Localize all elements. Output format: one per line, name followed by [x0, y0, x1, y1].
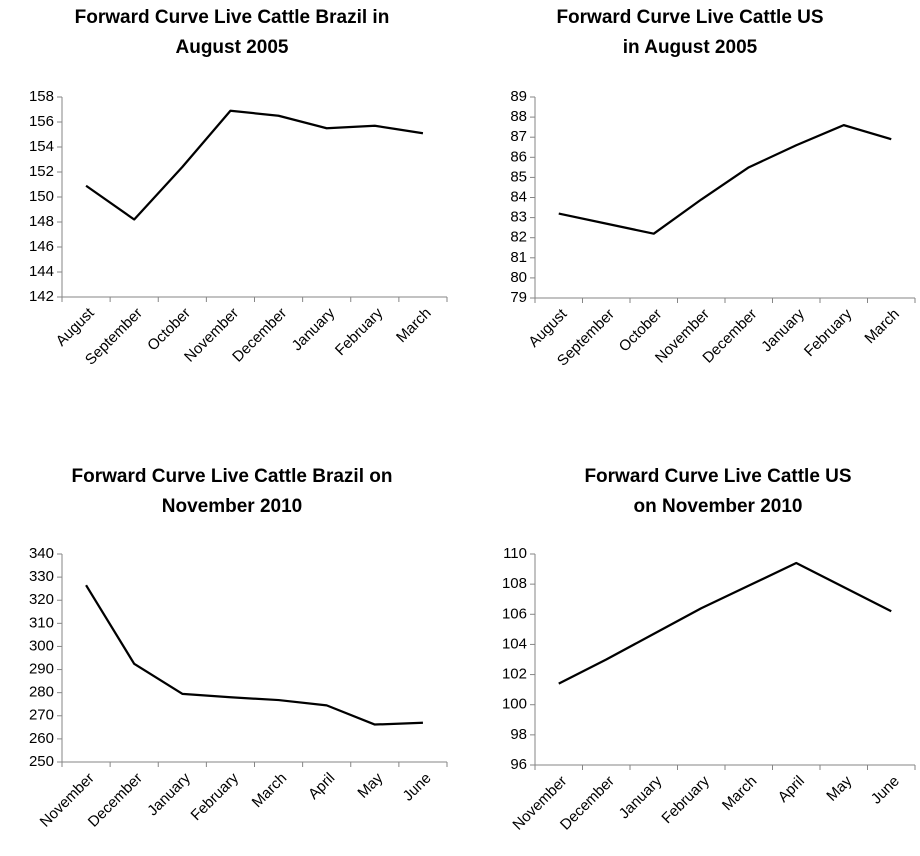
y-tick-label: 85	[510, 168, 527, 185]
y-tick-label: 158	[29, 88, 54, 105]
y-tick-label: 83	[510, 209, 527, 226]
y-tick-label: 96	[510, 756, 527, 773]
chart-title: Forward Curve Live Cattle US	[584, 466, 851, 487]
y-tick-label: 104	[502, 635, 527, 652]
x-tick-label: March	[861, 306, 902, 347]
chart-title: Forward Curve Live Cattle Brazil on	[72, 466, 393, 487]
y-tick-label: 80	[510, 269, 527, 286]
x-tick-label: February	[801, 305, 856, 360]
y-tick-label: 270	[29, 707, 54, 724]
chart: Forward Curve Live Cattle Brazil in Augus…	[29, 7, 448, 369]
y-tick-label: 290	[29, 661, 54, 678]
y-tick-label: 152	[29, 163, 54, 180]
x-tick-label: March	[249, 770, 290, 811]
chart-title: Forward Curve Live Cattle US	[556, 7, 823, 28]
y-tick-label: 88	[510, 108, 527, 125]
chart: Forward Curve Live Cattle US in August 20…	[510, 7, 916, 370]
x-tick-label: May	[823, 772, 855, 804]
x-tick-label: May	[354, 769, 386, 801]
x-tick-label: March	[393, 305, 434, 346]
chart: Forward Curve Live Cattle US on November …	[502, 466, 916, 834]
x-tick-label: February	[658, 772, 713, 827]
y-tick-label: 102	[502, 666, 527, 683]
line-series	[85, 584, 423, 726]
x-tick-label: February	[332, 304, 387, 359]
y-tick-label: 280	[29, 684, 54, 701]
line-series	[85, 109, 424, 221]
y-tick-label: 310	[29, 614, 54, 631]
y-tick-label: 142	[29, 288, 54, 305]
y-tick-label: 146	[29, 238, 54, 255]
chart-title: on November 2010	[634, 496, 803, 517]
y-tick-label: 154	[29, 138, 54, 155]
y-tick-label: 100	[502, 696, 527, 713]
chart-title: Forward Curve Live Cattle Brazil in	[75, 7, 390, 28]
chart-title: in August 2005	[623, 37, 758, 58]
line-series	[558, 124, 892, 235]
y-tick-label: 330	[29, 568, 54, 585]
y-tick-label: 79	[510, 289, 527, 306]
y-tick-label: 250	[29, 753, 54, 770]
x-tick-label: August	[525, 305, 571, 351]
line-series	[558, 561, 892, 685]
chart: Forward Curve Live Cattle Brazil on Novem…	[29, 466, 448, 831]
y-tick-label: 87	[510, 128, 527, 145]
y-tick-label: 110	[503, 545, 527, 562]
y-tick-label: 156	[29, 113, 54, 130]
y-tick-label: 81	[510, 249, 527, 266]
x-tick-label: August	[53, 304, 99, 350]
chart-title: November 2010	[162, 496, 302, 517]
y-tick-label: 108	[502, 575, 527, 592]
y-tick-label: 300	[29, 637, 54, 654]
y-tick-label: 82	[510, 229, 527, 246]
x-tick-label: April	[775, 773, 808, 806]
y-tick-label: 98	[510, 726, 527, 743]
x-tick-label: June	[400, 770, 435, 805]
y-tick-label: 89	[510, 88, 527, 105]
chart-title: August 2005	[176, 37, 289, 58]
x-tick-label: April	[305, 770, 338, 803]
y-tick-label: 320	[29, 591, 54, 608]
x-tick-label: June	[868, 773, 903, 808]
y-tick-label: 106	[502, 605, 527, 622]
y-tick-label: 84	[510, 188, 527, 205]
x-tick-label: March	[719, 773, 760, 814]
y-tick-label: 148	[29, 213, 54, 230]
y-tick-label: 144	[29, 263, 54, 280]
y-tick-label: 260	[29, 730, 54, 747]
y-tick-label: 340	[29, 545, 54, 562]
y-tick-label: 150	[29, 188, 54, 205]
y-tick-label: 86	[510, 148, 527, 165]
x-tick-label: February	[188, 769, 243, 824]
